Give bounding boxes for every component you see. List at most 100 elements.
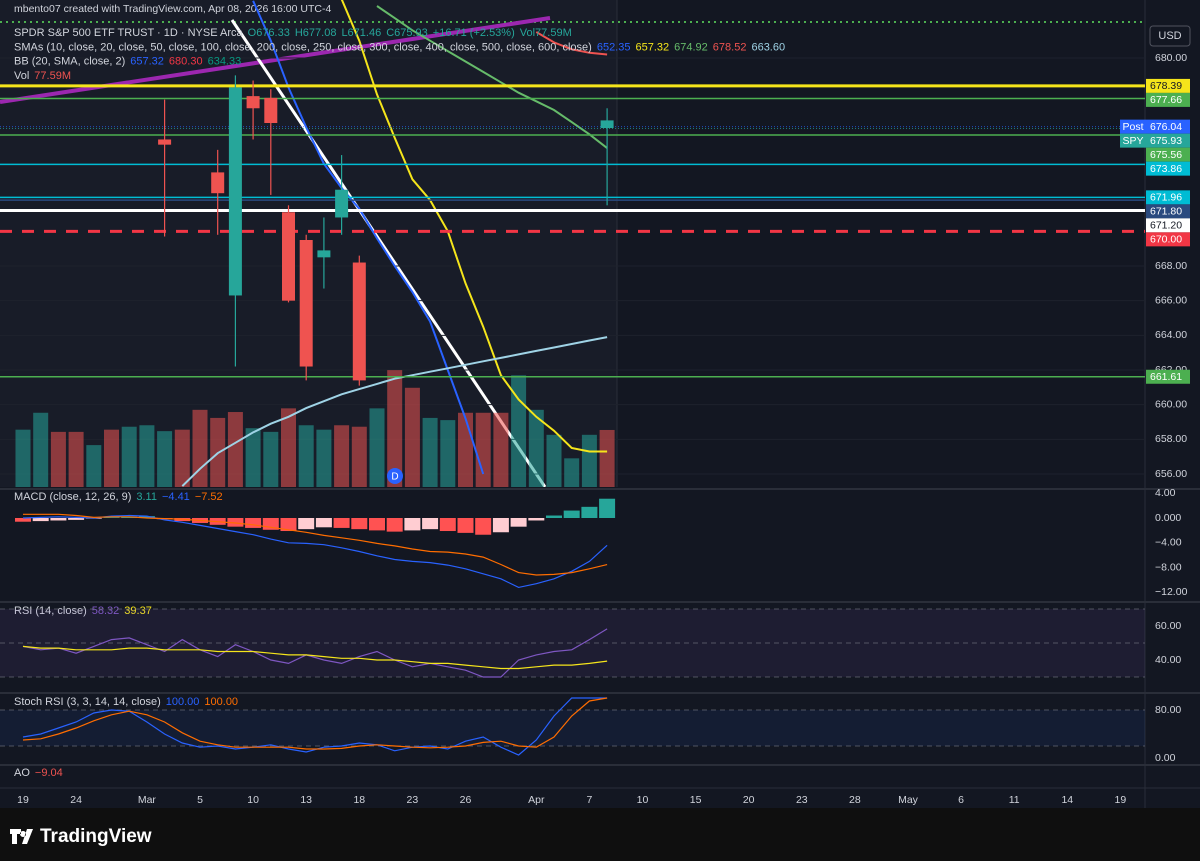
volume-bar: [334, 425, 350, 487]
footer: [0, 808, 1200, 861]
volume-bar: [121, 426, 137, 487]
macd-tick-label: −8.00: [1155, 561, 1182, 573]
level-label-bg: [1146, 190, 1190, 205]
level-label: 671.80: [1150, 206, 1182, 218]
currency[interactable]: USD: [1158, 30, 1181, 42]
volume-bar: [440, 420, 456, 487]
volume-bar: [50, 431, 66, 487]
legend-value: −7.52: [195, 491, 223, 503]
level-label-bg: [1146, 92, 1190, 107]
time-tick-label: 13: [300, 794, 312, 806]
macd-histogram: [333, 518, 350, 528]
legend-value: Vol77.59M: [520, 27, 572, 39]
legend-value: 657.32: [130, 56, 164, 68]
legend-label: SPDR S&P 500 ETF TRUST · 1D · NYSE Arca: [14, 27, 244, 39]
macd-histogram: [351, 518, 368, 530]
legend-label: SMAs (10, close, 20, close, 50, close, 1…: [14, 41, 592, 53]
rsi-tick-label: 40.00: [1155, 654, 1181, 666]
legend-value: 3.11: [136, 491, 157, 503]
legend: Stoch RSI (3, 3, 14, 14, close) 100.00 100…: [14, 696, 238, 708]
volume-bar: [157, 431, 173, 487]
legend-value: −9.04: [35, 767, 63, 779]
legend-value: 657.32: [635, 41, 669, 53]
legend: AO −9.04: [14, 767, 63, 779]
volume-bar: [139, 425, 155, 487]
level-label-bg: [1146, 218, 1190, 233]
level-label-bg: [1146, 78, 1190, 93]
macd-histogram: [599, 498, 616, 518]
level-label-bg: [1146, 369, 1190, 384]
legend-value: 652.35: [597, 41, 631, 53]
macd-histogram: [68, 518, 85, 520]
volume-bar: [281, 408, 296, 487]
legend: SPDR S&P 500 ETF TRUST · 1D · NYSE Arca O…: [14, 27, 572, 39]
stoch-tick-label: 80.00: [1155, 704, 1181, 716]
macd-histogram: [457, 518, 474, 533]
volume-bar: [387, 370, 403, 487]
level-label: 670.00: [1150, 234, 1182, 246]
macd-histogram: [510, 518, 527, 527]
price-tick-label: 656.00: [1155, 468, 1187, 480]
sma-line: [181, 336, 608, 487]
legend-value: 634.33: [208, 56, 242, 68]
level-label: 661.61: [1150, 371, 1182, 383]
legend-value: 674.92: [674, 41, 708, 53]
macd-histogram: [50, 518, 67, 521]
brand-logo: [10, 829, 33, 844]
volume-bar: [475, 412, 491, 487]
legend-label: BB (20, SMA, close, 2): [14, 56, 125, 68]
rsi-ma-line: [22, 645, 608, 670]
level-label: 678.39: [1150, 80, 1182, 92]
legend-value: −4.41: [162, 491, 190, 503]
legend: RSI (14, close) 58.32 39.37: [14, 605, 152, 617]
level-label: 671.20: [1150, 220, 1182, 232]
volume-bar: [564, 458, 580, 487]
macd-histogram: [315, 518, 332, 528]
macd-histogram: [563, 510, 580, 518]
sma-line: [340, 0, 608, 453]
candle-body: [299, 239, 313, 367]
volume-bar: [458, 412, 473, 487]
legend-label: RSI (14, close): [14, 605, 87, 617]
legend-label: Stoch RSI (3, 3, 14, 14, close): [14, 696, 161, 708]
macd-histogram: [227, 518, 244, 527]
time-tick-label: 28: [849, 794, 861, 806]
logo-mark: [10, 829, 33, 844]
time-tick-label: 18: [353, 794, 365, 806]
legend-value: O676.33: [248, 27, 290, 39]
volume-bar: [263, 431, 279, 487]
macd-histogram: [475, 518, 492, 535]
volume-bar: [33, 412, 49, 487]
time-tick-label: 10: [637, 794, 649, 806]
legend: MACD (close, 12, 26, 9) 3.11 −4.41 −7.52: [14, 491, 223, 503]
price-tick-label: 660.00: [1155, 398, 1187, 410]
currency-button[interactable]: [1149, 25, 1191, 47]
volume-bar: [493, 412, 509, 487]
legend-value: 39.37: [124, 605, 152, 617]
level-label-bg: [1146, 147, 1190, 162]
macd-histogram: [103, 517, 120, 518]
price-tick-label: 658.00: [1155, 433, 1187, 445]
volume-bar: [404, 387, 420, 487]
candle-body: [228, 87, 242, 296]
dividend-label: D: [391, 472, 398, 483]
time-tick-label: 15: [690, 794, 702, 806]
legend-value: 100.00: [204, 696, 238, 708]
time-tick-label: 24: [70, 794, 82, 806]
volume-bar: [351, 426, 367, 487]
time-tick-label: 26: [460, 794, 472, 806]
volume-bar: [68, 431, 84, 487]
time-tick-label: May: [898, 794, 919, 806]
trend-line: [0, 16, 551, 104]
sma-line: [252, 0, 485, 475]
dividend-marker: [387, 468, 403, 484]
macd-histogram: [546, 515, 562, 518]
stoch-d-line: [22, 697, 608, 750]
macd-tick-label: −12.00: [1155, 586, 1188, 598]
candle-body: [317, 250, 331, 258]
main-pane: D: [0, 0, 1145, 487]
brand: TradingView: [40, 826, 152, 847]
level-label-bg: [1146, 161, 1190, 176]
macd-histogram: [528, 518, 545, 521]
time-tick-label: 7: [586, 794, 592, 806]
